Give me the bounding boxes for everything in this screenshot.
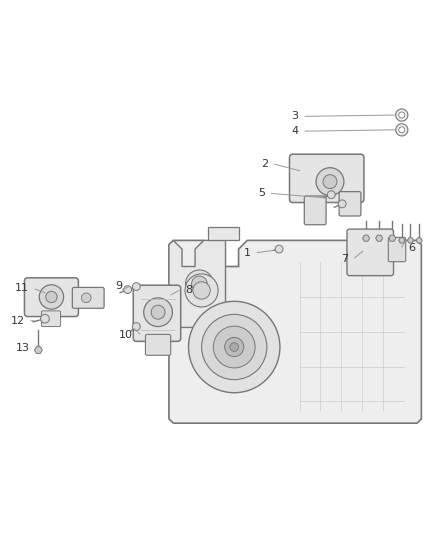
Circle shape	[399, 127, 405, 133]
Text: 9: 9	[115, 281, 122, 291]
Text: 12: 12	[11, 316, 25, 326]
FancyBboxPatch shape	[133, 285, 181, 341]
Circle shape	[225, 337, 244, 357]
Circle shape	[144, 298, 173, 327]
Circle shape	[323, 175, 337, 189]
Circle shape	[132, 322, 140, 330]
Text: 6: 6	[408, 243, 415, 253]
Circle shape	[191, 276, 207, 292]
FancyBboxPatch shape	[389, 237, 406, 262]
PathPatch shape	[169, 240, 421, 423]
Circle shape	[213, 326, 255, 368]
Polygon shape	[376, 235, 383, 241]
Circle shape	[46, 292, 57, 303]
Text: 8: 8	[185, 285, 192, 295]
Circle shape	[124, 286, 131, 294]
PathPatch shape	[169, 240, 226, 327]
Polygon shape	[407, 238, 413, 243]
Text: 7: 7	[341, 254, 348, 264]
Circle shape	[151, 305, 165, 319]
FancyBboxPatch shape	[42, 311, 60, 327]
FancyBboxPatch shape	[72, 287, 104, 308]
Polygon shape	[399, 238, 405, 243]
FancyBboxPatch shape	[339, 192, 361, 216]
Circle shape	[201, 314, 267, 379]
Polygon shape	[389, 235, 396, 241]
Circle shape	[81, 293, 91, 303]
Circle shape	[41, 314, 49, 323]
Circle shape	[399, 112, 405, 118]
Circle shape	[185, 270, 213, 298]
Circle shape	[39, 285, 64, 309]
Polygon shape	[363, 235, 370, 241]
Circle shape	[230, 343, 239, 351]
Circle shape	[316, 168, 344, 196]
FancyBboxPatch shape	[145, 334, 171, 356]
Text: 2: 2	[261, 159, 268, 169]
Text: 10: 10	[119, 330, 133, 340]
Circle shape	[193, 282, 210, 299]
Circle shape	[185, 274, 218, 307]
Polygon shape	[35, 346, 42, 353]
FancyBboxPatch shape	[304, 196, 326, 225]
Text: 1: 1	[244, 247, 251, 257]
Text: 13: 13	[16, 343, 30, 353]
Text: 3: 3	[292, 111, 299, 122]
Circle shape	[275, 245, 283, 253]
Text: 5: 5	[258, 188, 265, 198]
Text: 4: 4	[292, 126, 299, 136]
Circle shape	[338, 200, 346, 208]
FancyBboxPatch shape	[347, 229, 393, 276]
Circle shape	[327, 191, 335, 199]
Polygon shape	[416, 238, 422, 243]
Circle shape	[396, 124, 408, 136]
Text: 11: 11	[15, 283, 29, 293]
Circle shape	[396, 109, 408, 121]
FancyBboxPatch shape	[208, 228, 239, 240]
Circle shape	[132, 282, 140, 290]
Circle shape	[188, 301, 280, 393]
FancyBboxPatch shape	[290, 154, 364, 203]
FancyBboxPatch shape	[25, 278, 78, 317]
